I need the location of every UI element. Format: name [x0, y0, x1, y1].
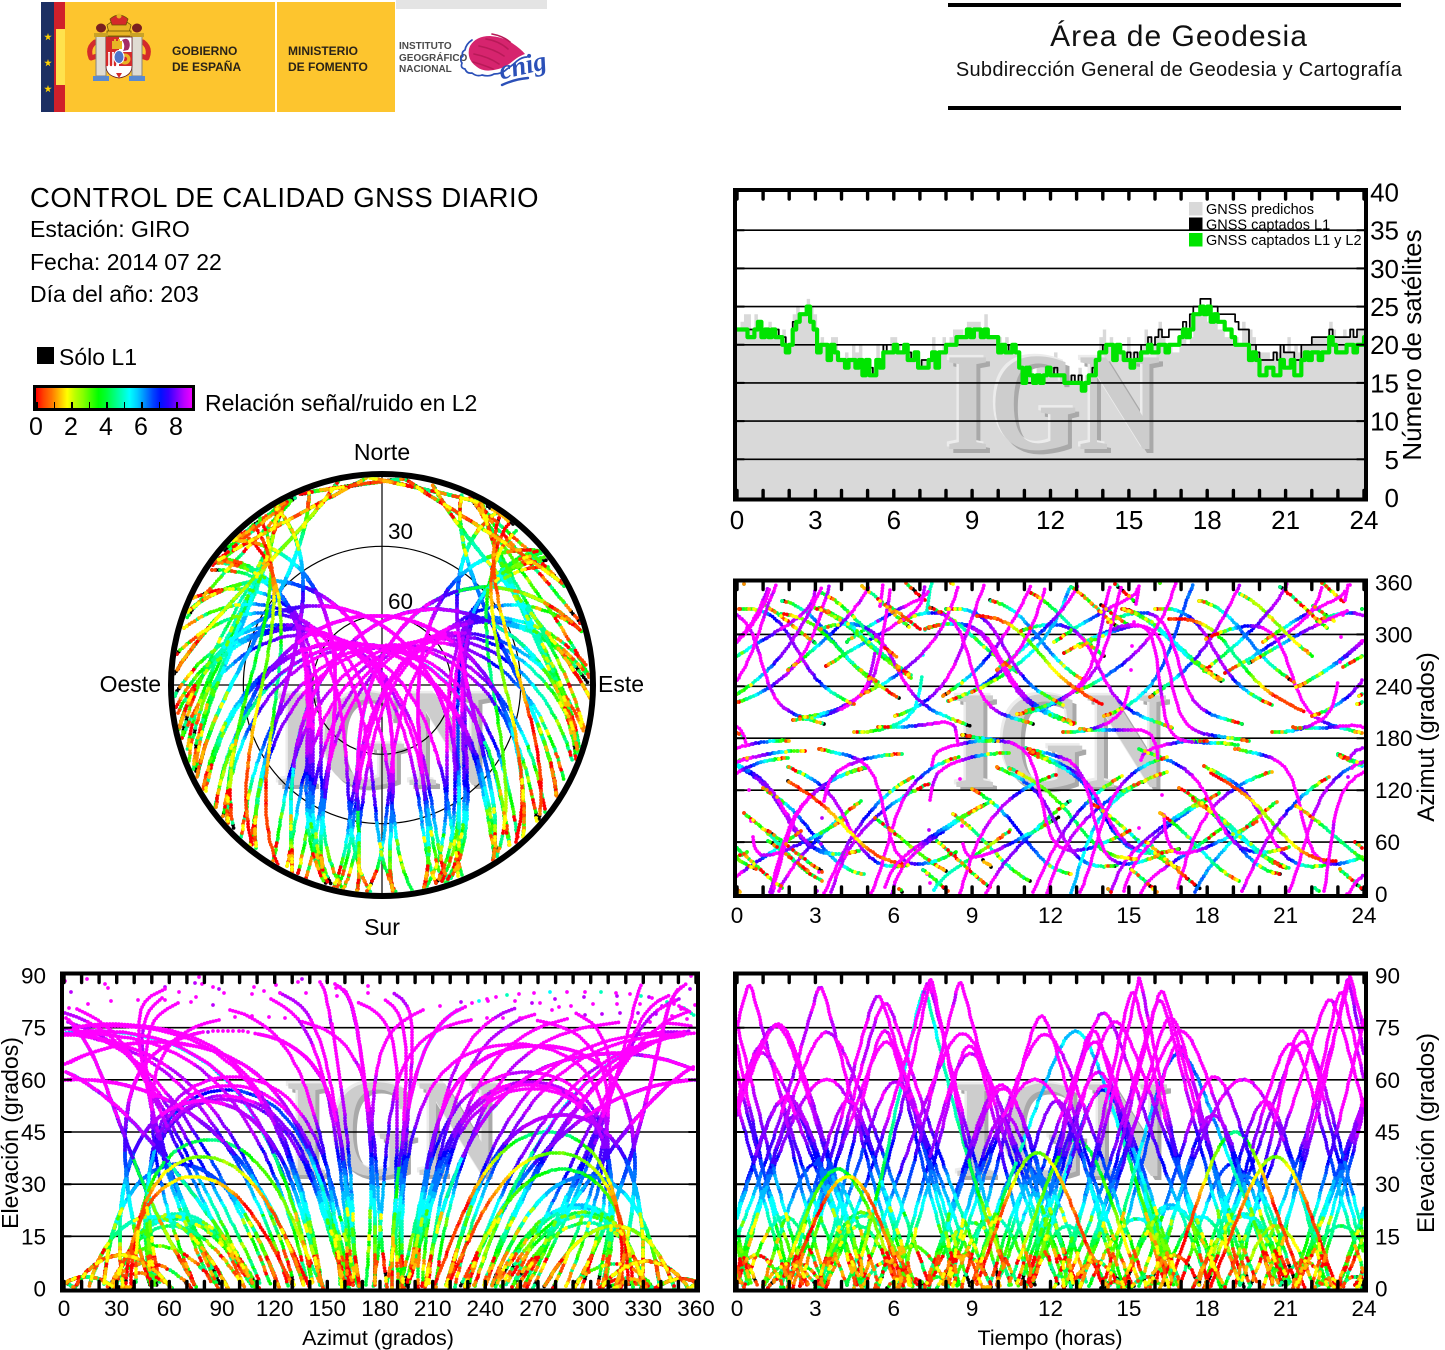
svg-text:60: 60 [388, 589, 413, 614]
svg-text:20: 20 [1370, 330, 1399, 360]
svg-text:Norte: Norte [354, 439, 410, 465]
svg-text:75: 75 [1375, 1016, 1400, 1041]
svg-text:21: 21 [1271, 505, 1300, 535]
svg-text:0: 0 [1375, 1277, 1388, 1302]
svg-text:45: 45 [21, 1120, 46, 1145]
svg-text:6: 6 [887, 505, 901, 535]
svg-text:90: 90 [209, 1296, 234, 1321]
svg-text:24: 24 [1351, 903, 1376, 928]
svg-text:15: 15 [1116, 903, 1141, 928]
svg-text:30: 30 [21, 1172, 46, 1197]
svg-text:210: 210 [414, 1296, 452, 1321]
svg-text:330: 330 [625, 1296, 663, 1321]
svg-text:12: 12 [1036, 505, 1065, 535]
svg-text:21: 21 [1273, 903, 1298, 928]
svg-text:75: 75 [21, 1016, 46, 1041]
svg-text:0: 0 [731, 903, 744, 928]
svg-text:GNSS predichos: GNSS predichos [1206, 202, 1314, 218]
svg-text:12: 12 [1038, 1296, 1063, 1321]
svg-text:6: 6 [888, 903, 901, 928]
svg-text:0: 0 [1385, 483, 1399, 513]
svg-text:30: 30 [1370, 254, 1399, 284]
svg-text:120: 120 [1375, 778, 1413, 803]
svg-text:15: 15 [1116, 1296, 1141, 1321]
svg-text:5: 5 [1385, 445, 1399, 475]
svg-text:9: 9 [966, 1296, 979, 1321]
svg-text:9: 9 [966, 903, 979, 928]
svg-text:45: 45 [1375, 1120, 1400, 1145]
svg-text:15: 15 [1375, 1224, 1400, 1249]
svg-text:360: 360 [1375, 571, 1413, 596]
svg-text:24: 24 [1350, 505, 1379, 535]
svg-text:30: 30 [388, 519, 413, 544]
svg-text:30: 30 [1375, 1172, 1400, 1197]
svg-text:360: 360 [677, 1296, 715, 1321]
svg-text:Elevación (grados): Elevación (grados) [0, 1037, 23, 1229]
svg-text:120: 120 [256, 1296, 294, 1321]
svg-text:150: 150 [309, 1296, 347, 1321]
svg-text:60: 60 [157, 1296, 182, 1321]
svg-text:Elevación (grados): Elevación (grados) [1413, 1033, 1440, 1233]
svg-text:9: 9 [965, 505, 979, 535]
svg-text:12: 12 [1038, 903, 1063, 928]
svg-text:60: 60 [1375, 1068, 1400, 1093]
svg-text:IGN: IGN [957, 667, 1172, 822]
svg-text:15: 15 [1370, 368, 1399, 398]
svg-text:3: 3 [809, 1296, 822, 1321]
svg-text:GNSS captados L1: GNSS captados L1 [1206, 218, 1330, 234]
svg-text:180: 180 [361, 1296, 399, 1321]
svg-text:21: 21 [1273, 1296, 1298, 1321]
svg-text:15: 15 [21, 1224, 46, 1249]
svg-text:Número de satélites: Número de satélites [1397, 229, 1427, 460]
svg-text:60: 60 [21, 1068, 46, 1093]
svg-text:Este: Este [598, 671, 644, 697]
svg-text:3: 3 [808, 505, 822, 535]
svg-text:3: 3 [809, 903, 822, 928]
svg-text:Azimut (grados): Azimut (grados) [302, 1326, 454, 1350]
svg-text:18: 18 [1195, 903, 1220, 928]
svg-text:300: 300 [572, 1296, 610, 1321]
svg-text:25: 25 [1370, 292, 1399, 322]
svg-text:0: 0 [1375, 882, 1388, 907]
svg-text:35: 35 [1370, 216, 1399, 246]
svg-text:90: 90 [21, 964, 46, 989]
svg-text:GNSS captados L1 y L2: GNSS captados L1 y L2 [1206, 233, 1362, 249]
svg-text:0: 0 [731, 1296, 744, 1321]
svg-text:IGN: IGN [946, 325, 1161, 480]
svg-text:15: 15 [1114, 505, 1143, 535]
svg-text:18: 18 [1195, 1296, 1220, 1321]
svg-text:0: 0 [33, 1277, 46, 1302]
svg-text:IGN: IGN [950, 329, 1165, 484]
svg-text:240: 240 [1375, 674, 1413, 699]
svg-text:Tiempo (horas): Tiempo (horas) [978, 1326, 1123, 1350]
svg-text:180: 180 [1375, 726, 1413, 751]
svg-text:40: 40 [1370, 178, 1399, 208]
svg-text:6: 6 [888, 1296, 901, 1321]
svg-text:90: 90 [1375, 964, 1400, 989]
svg-text:18: 18 [1193, 505, 1222, 535]
svg-text:Sur: Sur [364, 914, 400, 940]
svg-text:30: 30 [104, 1296, 129, 1321]
svg-text:240: 240 [467, 1296, 505, 1321]
svg-text:60: 60 [1375, 830, 1400, 855]
svg-text:0: 0 [58, 1296, 71, 1321]
svg-text:24: 24 [1351, 1296, 1376, 1321]
svg-text:Oeste: Oeste [100, 671, 161, 697]
svg-text:10: 10 [1370, 407, 1399, 437]
svg-text:270: 270 [519, 1296, 557, 1321]
svg-text:Azimut (grados): Azimut (grados) [1413, 652, 1440, 821]
svg-text:300: 300 [1375, 622, 1413, 647]
svg-text:0: 0 [730, 505, 744, 535]
